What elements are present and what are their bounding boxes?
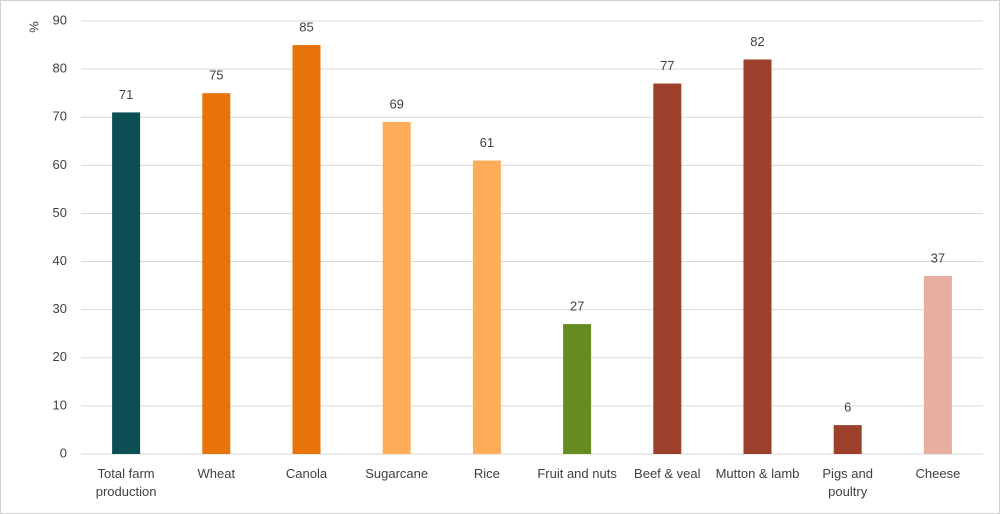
x-tick-label: Beef & veal bbox=[634, 466, 701, 481]
bar bbox=[923, 275, 952, 454]
y-tick-label: 80 bbox=[53, 61, 67, 76]
data-label: 77 bbox=[660, 58, 674, 73]
y-tick-label: 60 bbox=[53, 157, 67, 172]
bar bbox=[653, 83, 682, 455]
bar bbox=[563, 324, 592, 454]
bar bbox=[472, 160, 501, 454]
bar bbox=[382, 122, 411, 455]
y-tick-label: 40 bbox=[53, 253, 67, 268]
data-label: 6 bbox=[844, 400, 851, 415]
x-tick-label: Wheat bbox=[197, 466, 236, 481]
bar bbox=[202, 93, 231, 455]
data-label: 82 bbox=[750, 34, 764, 49]
data-label: 71 bbox=[119, 87, 133, 102]
data-label: 61 bbox=[480, 135, 494, 150]
y-tick-label: 20 bbox=[53, 349, 67, 364]
x-tick-label: Pigs and poultry bbox=[822, 466, 873, 499]
x-tick-label: Mutton & lamb bbox=[715, 466, 800, 481]
data-label: 69 bbox=[389, 96, 403, 111]
x-tick-label: Canola bbox=[285, 466, 328, 481]
x-tick-label: Total farm production bbox=[95, 466, 157, 499]
x-tick-label: Fruit and nuts bbox=[537, 466, 617, 481]
y-tick-label: 0 bbox=[60, 445, 67, 460]
x-tick-label: Sugarcane bbox=[365, 466, 429, 481]
y-tick-label: 30 bbox=[53, 301, 67, 316]
y-tick-label: 10 bbox=[53, 397, 67, 412]
x-tick-label: Rice bbox=[473, 466, 500, 481]
bar bbox=[743, 59, 772, 454]
y-axis-label: % bbox=[26, 21, 41, 33]
y-tick-label: 70 bbox=[53, 109, 67, 124]
y-tick-label: 50 bbox=[53, 205, 67, 220]
x-tick-label: Cheese bbox=[915, 466, 961, 481]
bar bbox=[112, 112, 141, 455]
data-label: 37 bbox=[931, 250, 945, 265]
bar bbox=[292, 45, 321, 455]
data-label: 75 bbox=[209, 68, 223, 83]
y-tick-label: 90 bbox=[53, 12, 67, 27]
data-label: 27 bbox=[570, 299, 584, 314]
data-label: 85 bbox=[299, 19, 313, 34]
bar bbox=[833, 425, 862, 454]
